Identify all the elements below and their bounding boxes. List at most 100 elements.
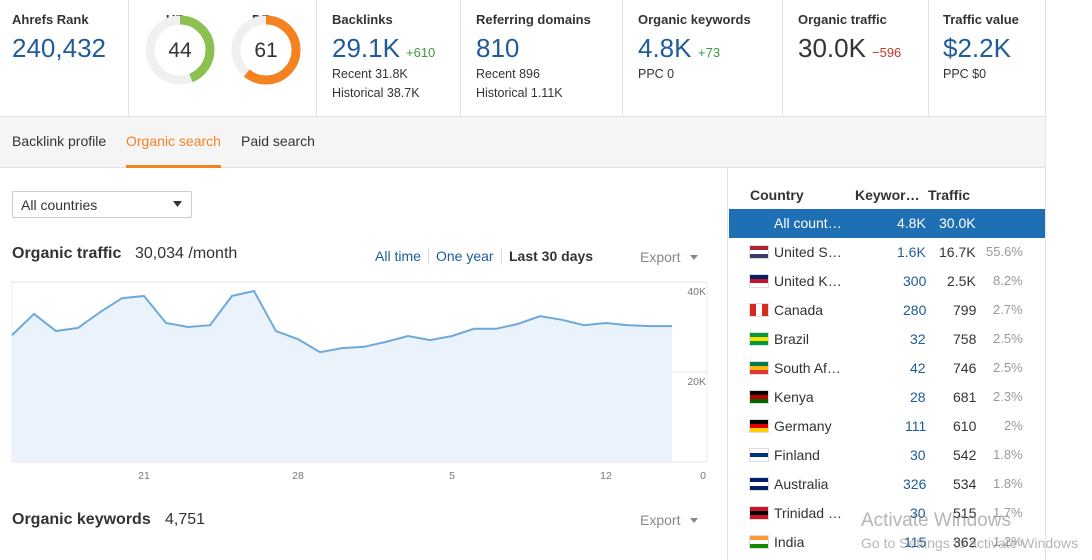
x-tick-label: 28 [292, 470, 304, 482]
separator [428, 248, 429, 264]
metric-detail: PPC $0 [943, 67, 987, 81]
divider [460, 0, 461, 116]
share: 2.7% [993, 302, 1023, 317]
metric-value: 30.0K [798, 33, 866, 63]
metric-delta: −596 [872, 45, 902, 60]
traffic: 681 [953, 389, 977, 405]
flag [750, 420, 768, 432]
traffic: 362 [953, 534, 977, 550]
y-tick-label: 0 [700, 470, 706, 482]
column-header: Keywor… [855, 187, 920, 203]
share: 55.6% [986, 244, 1023, 259]
country-name: United S… [774, 244, 842, 260]
export-button[interactable]: Export [640, 249, 681, 265]
gauge: 61 [231, 15, 301, 85]
country-name: Brazil [774, 331, 810, 347]
area [12, 291, 672, 462]
metric-label: Organic keywords [638, 12, 751, 27]
divider [727, 168, 728, 560]
traffic: 534 [953, 476, 977, 492]
range-button[interactable]: All time [375, 248, 421, 264]
keywords: 115 [904, 534, 927, 550]
country-name: Germany [774, 418, 832, 434]
share: 8.2% [993, 273, 1023, 288]
separator [501, 248, 502, 264]
flag [750, 275, 768, 287]
country-name: Trinidad … [774, 505, 842, 521]
x-tick-label: 21 [138, 470, 150, 482]
divider [316, 0, 317, 116]
metric-detail: Recent 896 [476, 67, 540, 81]
traffic: 16.7K [939, 244, 976, 260]
range-button[interactable]: One year [436, 248, 494, 264]
keywords: 28 [910, 389, 926, 405]
share: 2.5% [993, 331, 1023, 346]
metric-label: Organic traffic [798, 12, 887, 27]
tab-bar [0, 117, 1045, 168]
country-name: Kenya [774, 389, 814, 405]
metric-value: 4.8K [638, 33, 692, 63]
flag [750, 304, 768, 316]
flag [750, 391, 768, 403]
table-row[interactable] [729, 209, 1045, 238]
traffic: 758 [953, 331, 977, 347]
export-button[interactable]: Export [640, 512, 681, 528]
country-name: Canada [774, 302, 824, 318]
flag [750, 362, 768, 374]
flag [750, 449, 768, 461]
country-name: Finland [774, 447, 820, 463]
keywords: 326 [903, 476, 927, 492]
metrics-bar [0, 0, 1045, 117]
metric-value: 240,432 [12, 33, 106, 63]
flag [750, 507, 768, 519]
share: 2.5% [993, 360, 1023, 375]
gauge-arc [231, 15, 301, 85]
traffic: 610 [953, 418, 977, 434]
country-select[interactable]: All countries [12, 191, 192, 218]
caret [173, 201, 182, 207]
tab[interactable]: Organic search [126, 133, 221, 149]
flag [750, 478, 768, 490]
share: 1.8% [993, 447, 1023, 462]
column-header: Country [750, 187, 804, 203]
gauge: 44 [145, 15, 215, 85]
range-button[interactable]: Last 30 days [509, 248, 594, 264]
share: 1.7% [993, 505, 1023, 520]
share: 2.3% [993, 389, 1023, 404]
select-label: All countries [21, 197, 98, 213]
traffic: 515 [953, 505, 977, 521]
gauge-value: 44 [168, 39, 192, 62]
country-name: All count… [774, 215, 842, 231]
panel-summary: 30,034 /month [135, 245, 238, 262]
keywords: 30 [910, 505, 926, 521]
gauge-arc [145, 15, 215, 85]
panel-summary: 4,751 [165, 511, 206, 528]
keywords: 42 [910, 360, 926, 376]
flag [750, 246, 768, 258]
country-name: United K… [774, 273, 842, 289]
metric-label: Ahrefs Rank [12, 12, 89, 27]
metric-delta: +610 [406, 45, 436, 60]
metric-label: Backlinks [332, 12, 393, 27]
metric-delta: +73 [698, 45, 721, 60]
y-tick-label: 40K [687, 286, 706, 298]
tab[interactable]: Backlink profile [12, 133, 107, 149]
divider [928, 0, 929, 116]
flag [750, 536, 768, 548]
traffic: 2.5K [947, 273, 976, 289]
metric-label: Referring domains [476, 12, 591, 27]
tab[interactable]: Paid search [241, 133, 315, 149]
y-tick-label: 20K [687, 376, 706, 388]
share: 1.8% [993, 476, 1023, 491]
traffic: 746 [953, 360, 977, 376]
share: 2% [1004, 418, 1023, 433]
watermark: Activate Windows [861, 510, 1011, 531]
keywords: 30 [910, 447, 926, 463]
divider [622, 0, 623, 116]
divider [1045, 0, 1046, 560]
traffic: 30.0K [939, 215, 976, 231]
x-tick-label: 5 [449, 470, 455, 482]
share: 1.2% [993, 534, 1023, 549]
panel-title: Organic keywords [12, 511, 151, 528]
